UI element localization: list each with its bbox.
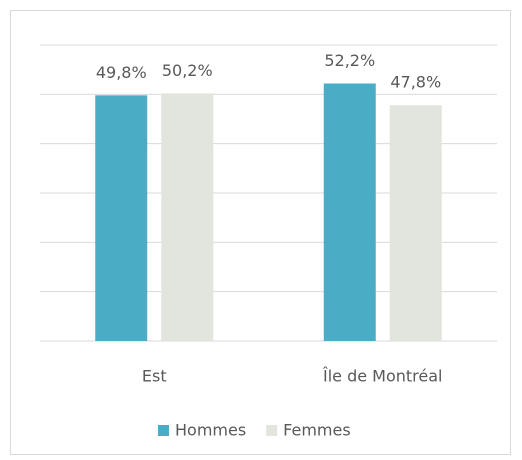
data-label: 47,8%: [390, 73, 441, 92]
data-label: 50,2%: [162, 61, 213, 80]
legend-swatch: [158, 425, 169, 436]
x-tick-label: Est: [142, 367, 167, 386]
bar: [389, 105, 442, 341]
x-tick-label: Île de Montréal: [322, 367, 443, 386]
bar: [95, 95, 148, 341]
legend-label: Hommes: [175, 421, 246, 440]
data-label: 49,8%: [96, 63, 147, 82]
legend-swatch: [266, 425, 278, 436]
data-label: 52,2%: [324, 51, 375, 70]
legend-label: Femmes: [283, 421, 351, 440]
bar: [161, 93, 214, 341]
bar: [323, 83, 376, 341]
